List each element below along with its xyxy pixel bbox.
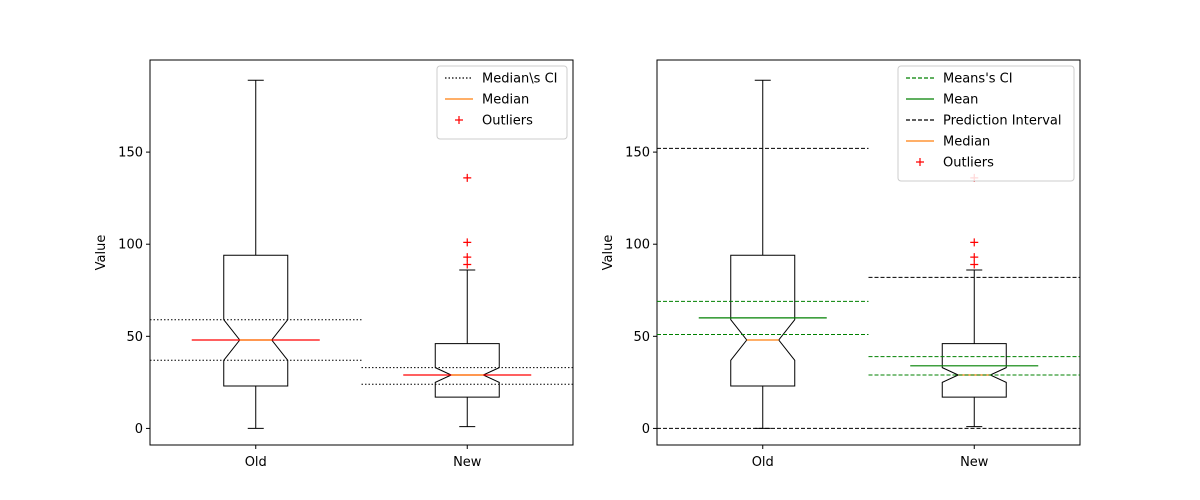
legend-label: Outliers (482, 114, 533, 129)
y-tick-label: 150 (625, 146, 650, 161)
legend-label: Median\s CI (482, 72, 557, 87)
legend: Median\s CI Median Outliers (436, 65, 568, 140)
legend-label: Means's CI (943, 72, 1013, 87)
outlier-point (463, 253, 472, 262)
box-body (941, 343, 1007, 398)
box-old (191, 79, 320, 429)
outlier-point (463, 238, 472, 247)
chart-panel-2: 0 50 100 150 Old New Value Means's CI Mean Predic… (601, 59, 1081, 470)
y-tick-label: 50 (633, 330, 650, 345)
y-axis-label: Value (94, 235, 109, 271)
legend-frame (897, 65, 1075, 182)
legend-swatch-plus (455, 116, 463, 124)
legend-swatch-plus (916, 158, 924, 166)
legend-label: Outliers (943, 156, 994, 171)
outlier-point (970, 260, 979, 269)
axes-frame (656, 59, 1081, 446)
box-body (434, 343, 500, 398)
outlier-point (970, 238, 979, 247)
legend-label: Mean (943, 93, 978, 108)
y-axis-label: Value (601, 235, 616, 271)
outlier-point (463, 173, 472, 182)
outlier-point (970, 253, 979, 262)
y-tick-label: 100 (625, 238, 650, 253)
legend-label: Prediction Interval (943, 114, 1062, 129)
chart-panel-1: 0 50 100 150 Old New Value Median\s CI Median Out… (94, 59, 574, 470)
y-tick-label: 50 (126, 330, 143, 345)
outlier-point (463, 260, 472, 269)
x-tick-label: Old (245, 455, 267, 470)
y-tick-label: 100 (118, 238, 143, 253)
legend-frame (436, 65, 568, 140)
box-body (730, 254, 796, 387)
x-tick-label: New (453, 455, 482, 470)
legend-label: Median (482, 93, 529, 108)
y-tick-label: 0 (135, 422, 143, 437)
box-old (730, 79, 796, 429)
legend: Means's CI Mean Prediction Interval Median O… (897, 65, 1075, 182)
axes-frame (149, 59, 574, 446)
x-tick-label: Old (752, 455, 774, 470)
box-new (403, 173, 532, 428)
y-tick-label: 0 (642, 422, 650, 437)
y-tick-label: 150 (118, 146, 143, 161)
legend-label: Median (943, 135, 990, 150)
box-body (223, 254, 289, 387)
x-tick-label: New (960, 455, 989, 470)
box-new (941, 173, 1007, 428)
